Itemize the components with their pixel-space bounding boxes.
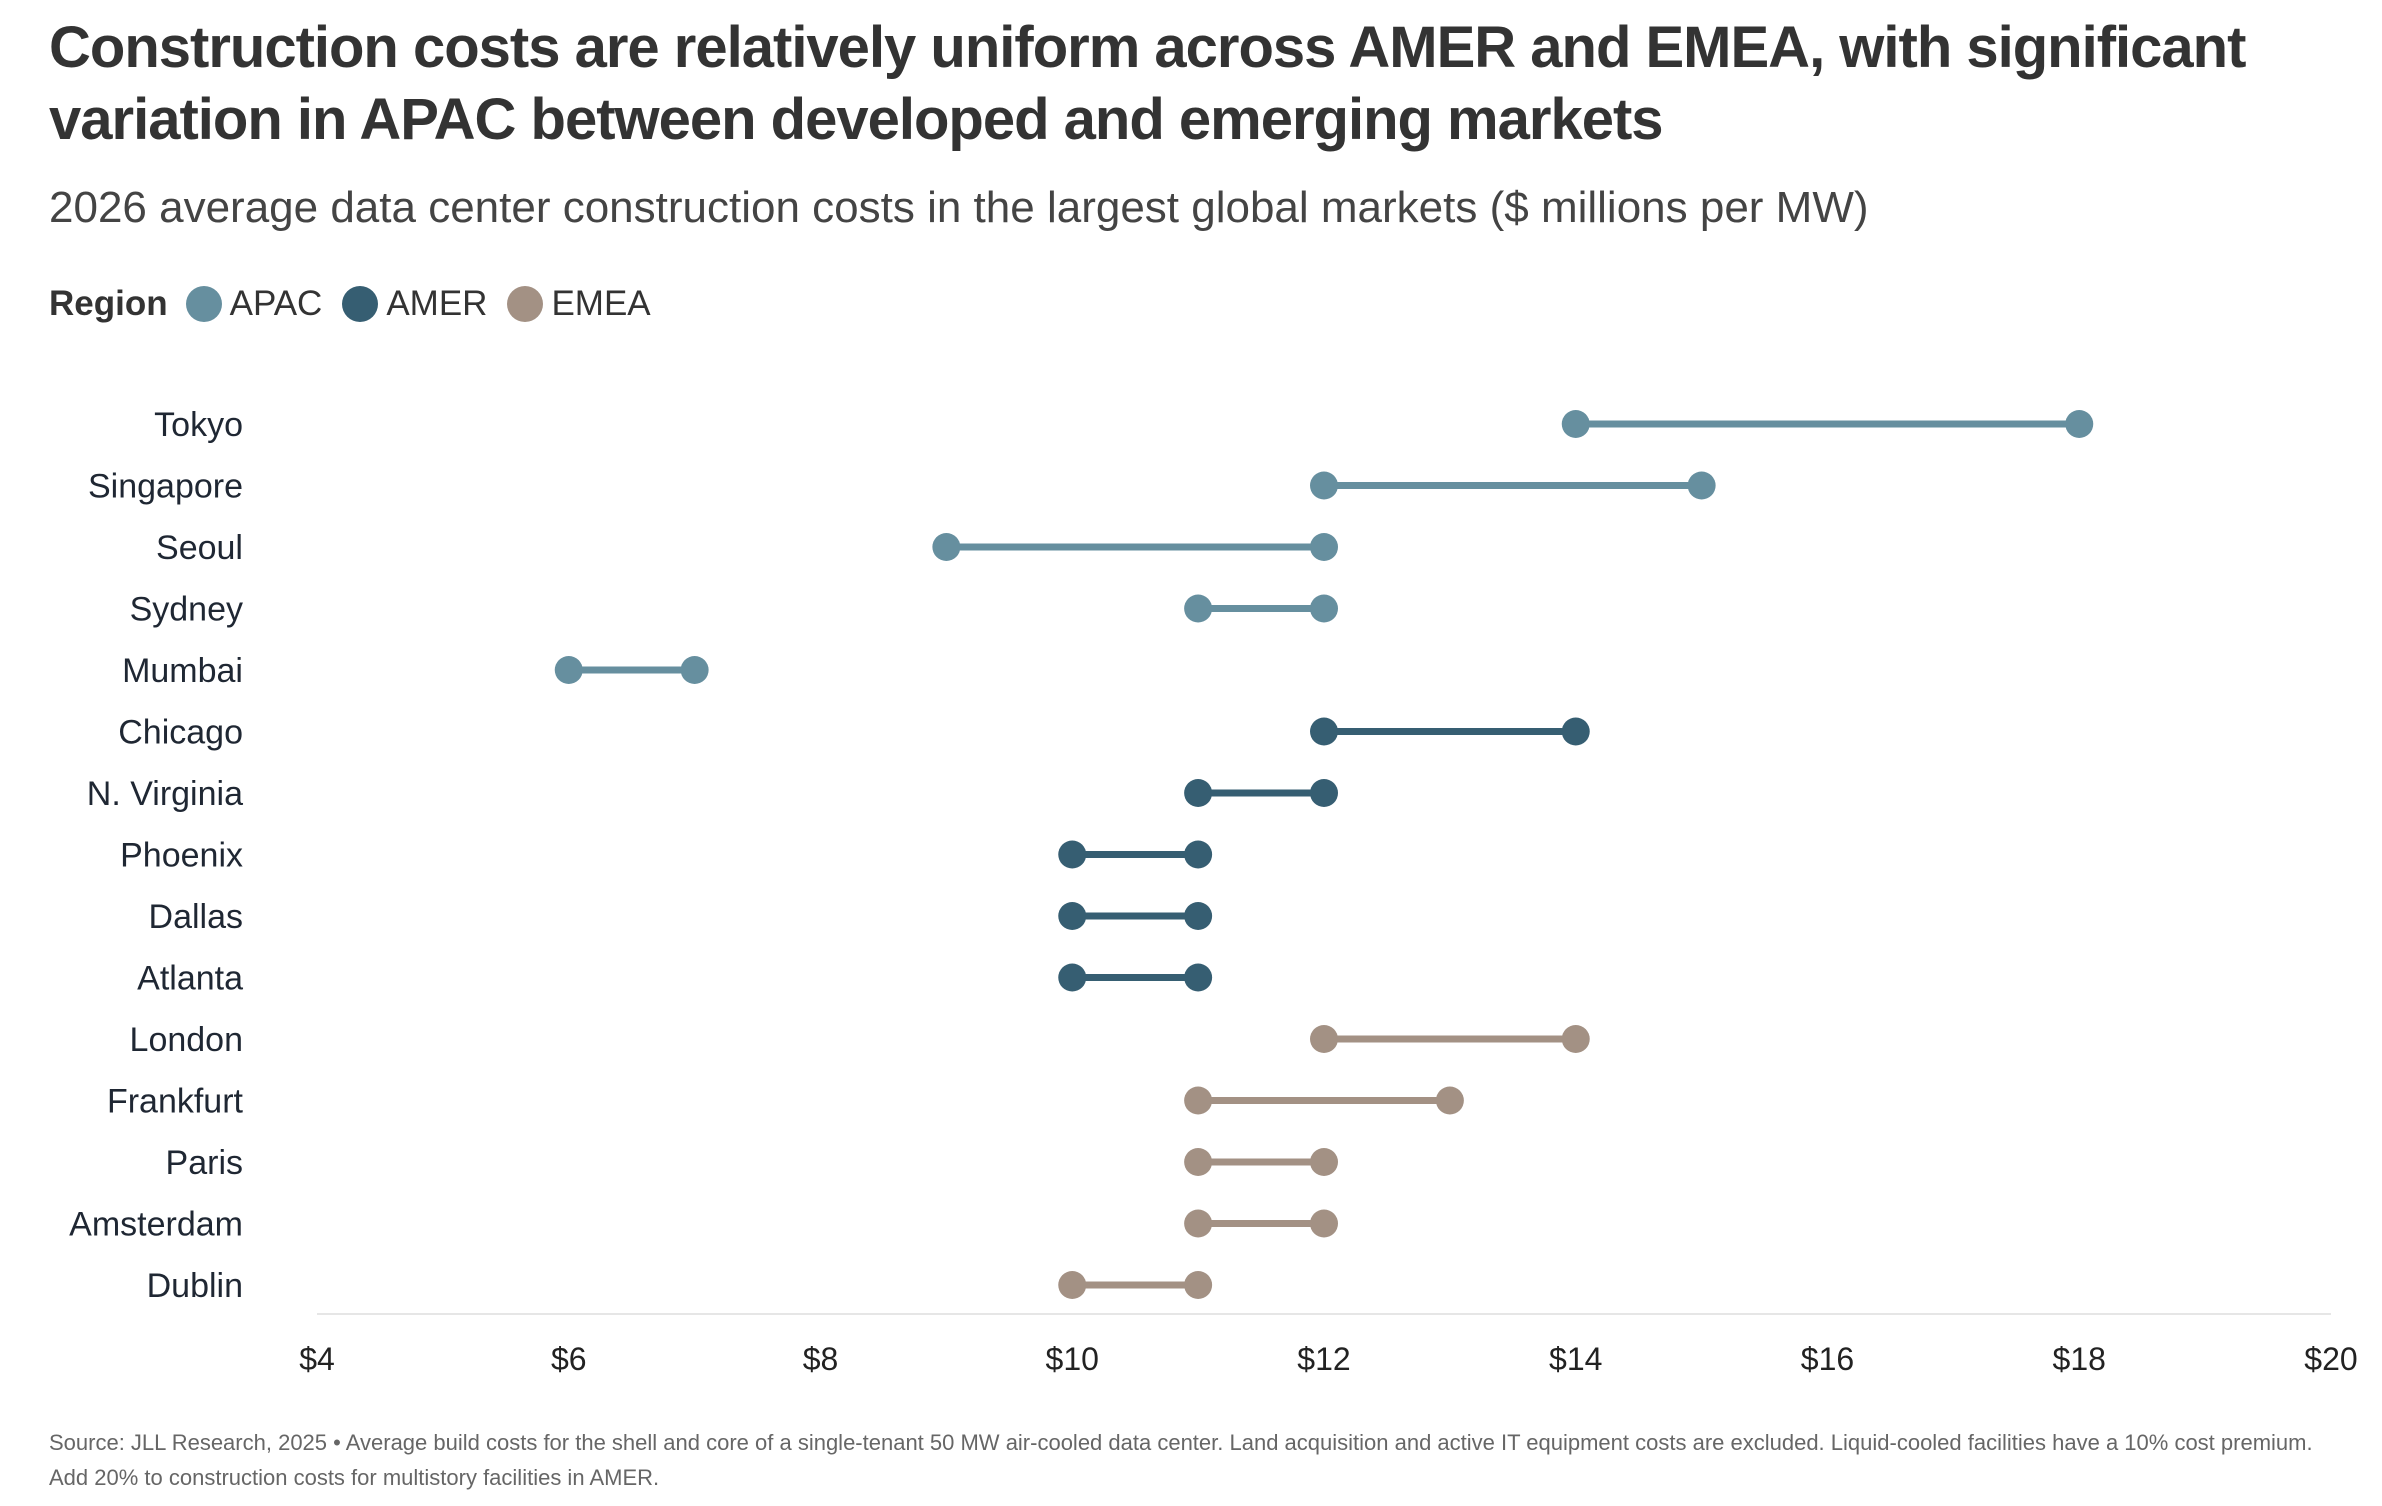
high-point (1435, 1086, 1464, 1115)
x-tick-label: $14 (1549, 1341, 1602, 1377)
x-tick-label: $10 (1046, 1341, 1099, 1377)
legend: Region APAC AMER EMEA (49, 284, 671, 324)
city-label: Sydney (130, 591, 243, 629)
legend-swatch-emea (507, 286, 544, 322)
legend-swatch-amer (342, 286, 379, 322)
high-point (1310, 533, 1338, 561)
high-point (2065, 410, 2094, 438)
high-point (1184, 1271, 1213, 1299)
low-point (1310, 1025, 1338, 1053)
low-point (1058, 902, 1087, 930)
low-point (1184, 1209, 1213, 1238)
low-point (1184, 1086, 1213, 1115)
city-label: Amsterdam (69, 1206, 243, 1244)
legend-text-apac: APAC (229, 284, 323, 323)
city-label: N. Virginia (87, 775, 243, 813)
low-point (1058, 840, 1087, 869)
low-point (1184, 1148, 1213, 1176)
city-label: Dublin (147, 1267, 243, 1305)
x-tick-label: $18 (2053, 1341, 2106, 1377)
low-point (1184, 594, 1213, 623)
city-label: Phoenix (120, 837, 243, 875)
high-point (1310, 1209, 1338, 1238)
city-label: Paris (166, 1144, 243, 1182)
legend-text-emea: EMEA (551, 284, 651, 323)
city-label: London (130, 1021, 243, 1059)
x-tick-label: $16 (1801, 1341, 1854, 1377)
city-label: Atlanta (137, 960, 243, 998)
low-point (554, 656, 583, 684)
chart-title: Construction costs are relatively unifor… (49, 15, 2246, 152)
legend-label: Region (49, 284, 168, 323)
x-tick-label: $4 (299, 1341, 335, 1377)
high-point (1184, 840, 1213, 869)
city-label: Chicago (118, 714, 243, 752)
low-point (1058, 963, 1087, 992)
high-point (1310, 779, 1338, 807)
legend-swatch-apac (185, 286, 222, 322)
city-label: Seoul (156, 529, 243, 567)
city-label: Singapore (88, 468, 243, 506)
source-note: Source: JLL Research, 2025 • Average bui… (49, 1430, 2313, 1490)
high-point (1310, 594, 1338, 623)
high-point (1184, 902, 1213, 930)
low-point (1310, 717, 1338, 746)
high-point (680, 656, 709, 684)
high-point (1561, 717, 1590, 746)
low-point (1058, 1271, 1087, 1299)
x-tick-label: $8 (803, 1341, 839, 1377)
high-point (1310, 1148, 1338, 1176)
high-point (1687, 471, 1716, 500)
city-label: Frankfurt (107, 1083, 244, 1121)
city-label: Tokyo (154, 406, 243, 444)
legend-item-apac: APAC (185, 284, 323, 324)
low-point (1310, 471, 1338, 500)
x-tick-label: $20 (2304, 1341, 2357, 1377)
low-point (1184, 779, 1213, 807)
x-tick-label: $6 (551, 1341, 587, 1377)
x-tick-label: $12 (1297, 1341, 1350, 1377)
low-point (1561, 410, 1590, 438)
city-label: Mumbai (122, 652, 243, 690)
legend-text-amer: AMER (386, 284, 488, 323)
legend-item-emea: EMEA (507, 284, 651, 324)
legend-item-amer: AMER (342, 284, 487, 324)
low-point (932, 533, 961, 561)
high-point (1184, 963, 1213, 992)
chart-subtitle: 2026 average data center construction co… (49, 183, 1869, 232)
city-label: Dallas (149, 898, 243, 936)
high-point (1561, 1025, 1590, 1053)
